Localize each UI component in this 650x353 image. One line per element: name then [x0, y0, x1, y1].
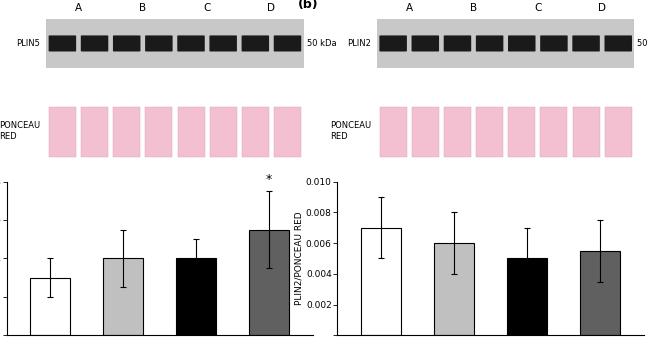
FancyBboxPatch shape: [177, 35, 205, 52]
Bar: [249, 229, 289, 335]
Text: *: *: [266, 173, 272, 186]
FancyBboxPatch shape: [444, 35, 471, 52]
Bar: [444, 107, 471, 157]
Bar: [30, 278, 70, 335]
Text: B: B: [139, 4, 146, 13]
Bar: [176, 258, 216, 335]
Text: B: B: [470, 4, 477, 13]
Text: D: D: [598, 4, 606, 13]
Text: 50 kDa: 50 kDa: [638, 39, 650, 48]
Y-axis label: PLIN2/PONCEAU RED: PLIN2/PONCEAU RED: [294, 211, 303, 305]
Text: 50 kDa: 50 kDa: [307, 39, 336, 48]
Bar: [508, 107, 535, 157]
Bar: [540, 107, 567, 157]
Bar: [274, 107, 301, 157]
FancyBboxPatch shape: [49, 35, 76, 52]
Text: A: A: [406, 4, 413, 13]
Text: C: C: [534, 4, 541, 13]
Bar: [476, 107, 503, 157]
FancyBboxPatch shape: [540, 35, 567, 52]
FancyBboxPatch shape: [113, 35, 140, 52]
Text: PLIN5: PLIN5: [16, 39, 40, 48]
Bar: [580, 251, 620, 335]
FancyBboxPatch shape: [274, 35, 301, 52]
FancyBboxPatch shape: [573, 35, 600, 52]
Bar: [412, 107, 439, 157]
FancyBboxPatch shape: [476, 35, 503, 52]
Bar: [113, 107, 140, 157]
FancyBboxPatch shape: [209, 35, 237, 52]
Bar: [210, 107, 237, 157]
FancyBboxPatch shape: [81, 35, 109, 52]
Bar: [103, 258, 143, 335]
Text: D: D: [267, 4, 276, 13]
Bar: [361, 228, 401, 335]
Text: (b): (b): [298, 0, 318, 11]
Bar: [81, 107, 108, 157]
Bar: [46, 19, 304, 68]
Bar: [380, 107, 407, 157]
Bar: [146, 107, 172, 157]
Bar: [177, 107, 205, 157]
Bar: [507, 258, 547, 335]
Text: PONCEAU
RED: PONCEAU RED: [330, 121, 371, 141]
FancyBboxPatch shape: [242, 35, 269, 52]
Text: C: C: [203, 4, 211, 13]
FancyBboxPatch shape: [380, 35, 407, 52]
Bar: [434, 243, 474, 335]
FancyBboxPatch shape: [145, 35, 173, 52]
FancyBboxPatch shape: [508, 35, 536, 52]
FancyBboxPatch shape: [604, 35, 632, 52]
Text: PLIN2: PLIN2: [347, 39, 371, 48]
Text: PONCEAU
RED: PONCEAU RED: [0, 121, 40, 141]
Bar: [377, 19, 634, 68]
Bar: [49, 107, 76, 157]
Bar: [604, 107, 632, 157]
Bar: [573, 107, 599, 157]
Bar: [242, 107, 269, 157]
Text: A: A: [75, 4, 82, 13]
FancyBboxPatch shape: [411, 35, 439, 52]
